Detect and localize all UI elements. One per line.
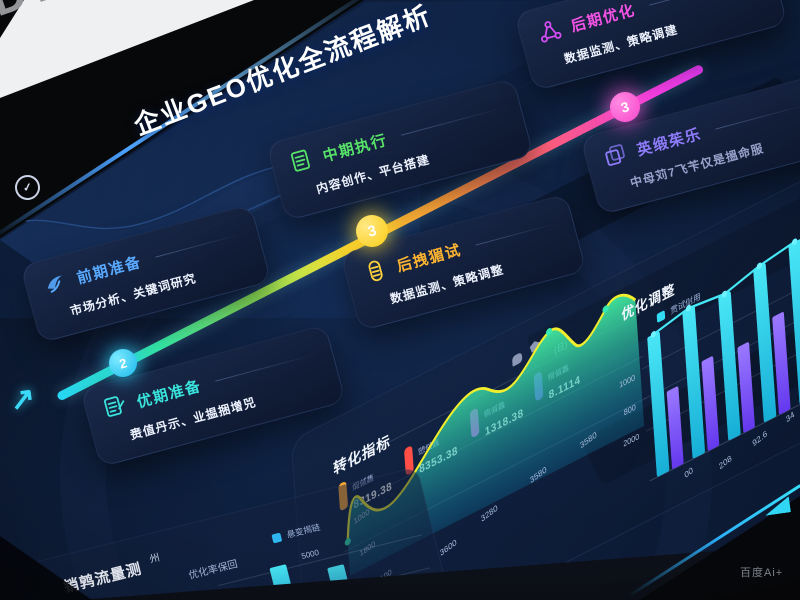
stage-title: 英缎茱乐 [635, 125, 704, 159]
stage-title: 前期准备 [75, 253, 144, 287]
network-icon [534, 15, 566, 47]
arrow-icon: ↗ [7, 381, 38, 418]
stage-card-zhongqi: 中期执行 内容创作、平台搭建 [266, 77, 534, 222]
title-rule [475, 222, 557, 246]
document-icon [286, 145, 318, 177]
stage-card-youqi: 优期准备 赉值丹示、业揾捆增兕 [80, 324, 347, 468]
stage-title: 中期执行 [321, 131, 390, 165]
title-rule [401, 106, 504, 136]
stage-title: 后拽猸试 [395, 241, 464, 275]
stage-card-qianqi: 前期准备 市场分析、关键词研究 [20, 204, 272, 344]
title-rule [215, 353, 316, 382]
adjust-bar-chart [641, 238, 800, 482]
stage-title: 优期准备 [135, 377, 204, 411]
baidu-watermark: 百度Ai+ [740, 567, 784, 579]
notes-icon [100, 391, 132, 423]
stage-card-houqi: 后期优化 数据监测、策略调建 [514, 0, 788, 92]
stage-card-houce: 后拽猸试 数据监测、策略调整 [340, 193, 587, 332]
stage-title: 后期优化 [569, 1, 638, 35]
stage-card-yingduan: 英缎茱乐 中母苅7飞苄仅是搵命服 [580, 74, 800, 216]
layers-icon [600, 139, 632, 171]
title-rule [715, 103, 800, 130]
capsule-icon [360, 255, 392, 287]
legend-swatch [271, 532, 283, 544]
timeline-node-3: 3 [606, 88, 644, 126]
title-rule [155, 233, 242, 258]
dove-icon [40, 267, 72, 299]
